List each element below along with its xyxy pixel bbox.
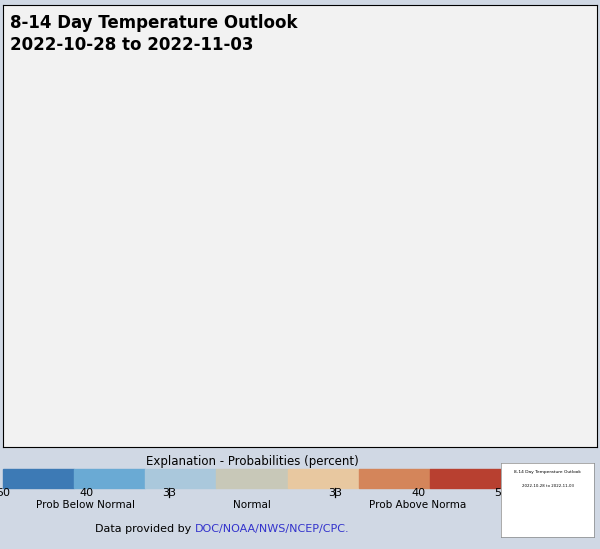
Text: 50: 50 — [0, 488, 10, 497]
Bar — [359, 469, 430, 488]
Text: Data provided by: Data provided by — [95, 524, 195, 534]
Text: 33: 33 — [162, 488, 176, 497]
Text: DOC/NOAA/NWS/NCEP/CPC.: DOC/NOAA/NWS/NCEP/CPC. — [195, 524, 349, 534]
Text: 40: 40 — [411, 488, 425, 497]
Text: 50: 50 — [494, 488, 508, 497]
Text: 40: 40 — [79, 488, 93, 497]
Bar — [217, 469, 287, 488]
Text: 8-14 Day Temperature Outlook: 8-14 Day Temperature Outlook — [514, 470, 581, 474]
Text: 8-14 Day Temperature Outlook: 8-14 Day Temperature Outlook — [10, 14, 298, 32]
Text: Explanation - Probabilities (percent): Explanation - Probabilities (percent) — [146, 455, 358, 468]
Text: 2022-10-28 to 2022-11-03: 2022-10-28 to 2022-11-03 — [521, 484, 574, 488]
Text: 33: 33 — [328, 488, 342, 497]
Text: Prob Below Normal: Prob Below Normal — [37, 500, 136, 509]
Bar — [430, 469, 501, 488]
Text: 2022-10-28 to 2022-11-03: 2022-10-28 to 2022-11-03 — [10, 36, 254, 54]
Text: Prob Above Norma: Prob Above Norma — [370, 500, 467, 509]
Bar — [74, 469, 145, 488]
Bar — [145, 469, 217, 488]
Bar — [287, 469, 359, 488]
Text: Normal: Normal — [233, 500, 271, 509]
Bar — [3, 469, 74, 488]
